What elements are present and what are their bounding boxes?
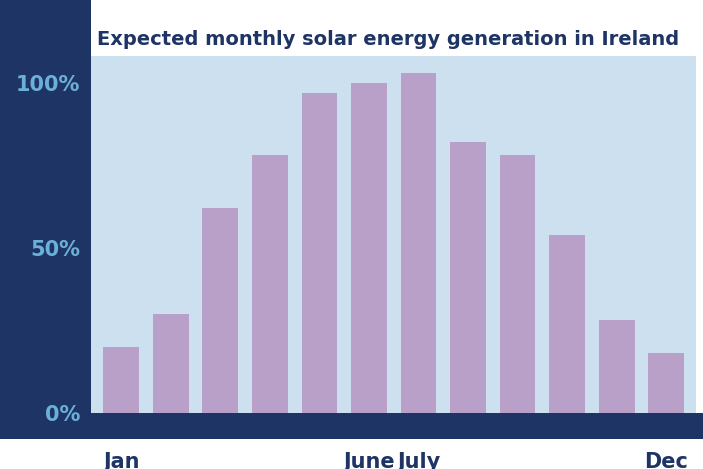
Bar (351, 83, 387, 413)
Bar (500, 155, 536, 413)
Bar (302, 92, 337, 413)
Bar (401, 73, 437, 413)
Text: Expected monthly solar energy generation in Ireland: Expected monthly solar energy generation… (98, 30, 680, 49)
Bar (103, 347, 139, 413)
Bar (599, 320, 635, 413)
Bar (549, 234, 585, 413)
Bar (450, 142, 486, 413)
Bar (202, 208, 238, 413)
Bar (153, 314, 188, 413)
Bar (648, 353, 684, 413)
Bar (252, 155, 288, 413)
